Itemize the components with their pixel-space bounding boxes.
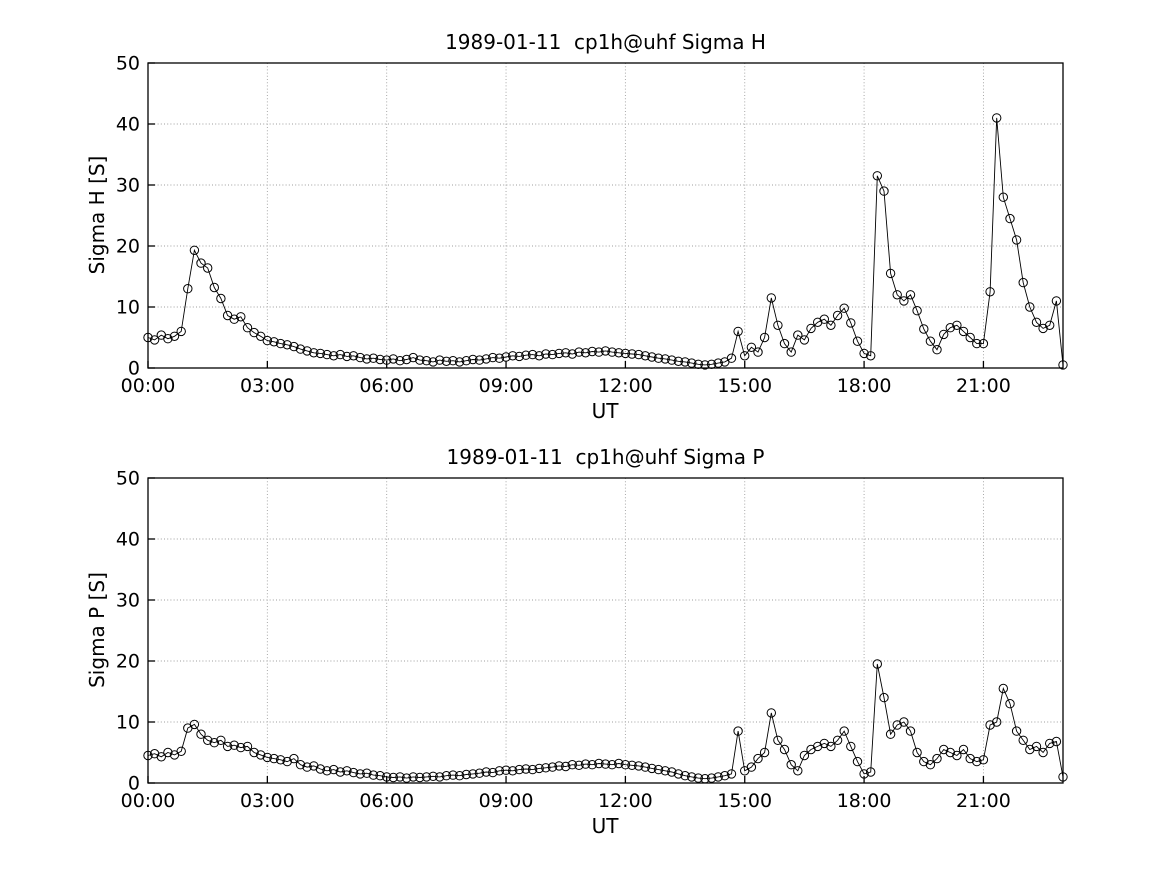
data-series [143, 113, 1068, 370]
x-tick-label: 12:00 [598, 790, 653, 812]
y-tick-label: 30 [116, 590, 140, 612]
series-markers [143, 113, 1068, 370]
y-tick-label: 40 [116, 114, 140, 136]
x-tick-label: 15:00 [717, 790, 772, 812]
tick-labels: 00:00 03:00 06:00 09:00 12:00 15:00 18:00 21:00… [116, 468, 1011, 813]
sigma-p-plot: 00:00 03:00 06:00 09:00 12:00 15:00 18:00 21:00… [116, 468, 1068, 813]
x-tick-label: 03:00 [240, 375, 295, 397]
y-tick-label: 20 [116, 651, 140, 673]
y-tick-label: 20 [116, 236, 140, 258]
grid [147, 62, 1063, 369]
sigma-h-plot: 00:00 03:00 06:00 09:00 12:00 15:00 18:00 21:00… [116, 53, 1068, 398]
x-tick-label: 21:00 [956, 790, 1011, 812]
series-line [147, 663, 1064, 780]
sigma-p-xlabel: UT [591, 814, 619, 838]
x-tick-label: 06:00 [359, 790, 414, 812]
x-tick-label: 09:00 [479, 790, 534, 812]
data-series [143, 659, 1068, 784]
sigma-h-ylabel: Sigma H [S] [85, 155, 109, 275]
y-tick-label: 50 [116, 53, 140, 75]
axes-box [147, 477, 1064, 784]
y-tick-label: 50 [116, 468, 140, 490]
x-tick-label: 21:00 [956, 375, 1011, 397]
x-tick-label: 18:00 [837, 375, 892, 397]
y-tick-label: 10 [116, 297, 140, 319]
x-tick-label: 09:00 [479, 375, 534, 397]
x-tick-label: 12:00 [598, 375, 653, 397]
sigma-p-ylabel: Sigma P [S] [85, 572, 109, 688]
y-tick-label: 0 [128, 358, 140, 380]
sigma-h-title: 1989-01-11 cp1h@uhf Sigma H [445, 30, 766, 54]
series-markers [143, 659, 1068, 784]
y-tick-label: 40 [116, 529, 140, 551]
axes-box [147, 62, 1064, 369]
x-tick-label: 15:00 [717, 375, 772, 397]
x-tick-label: 06:00 [359, 375, 414, 397]
grid [147, 477, 1063, 784]
sigma-p-title: 1989-01-11 cp1h@uhf Sigma P [446, 445, 765, 469]
y-tick-label: 10 [116, 712, 140, 734]
y-tick-label: 0 [128, 773, 140, 795]
tick-labels: 00:00 03:00 06:00 09:00 12:00 15:00 18:00 21:00… [116, 53, 1011, 398]
x-tick-label: 00:00 [121, 375, 176, 397]
sigma-h-xlabel: UT [591, 399, 619, 423]
x-tick-label: 00:00 [121, 790, 176, 812]
y-tick-label: 30 [116, 175, 140, 197]
x-tick-label: 03:00 [240, 790, 295, 812]
series-line [147, 117, 1064, 366]
x-tick-label: 18:00 [837, 790, 892, 812]
